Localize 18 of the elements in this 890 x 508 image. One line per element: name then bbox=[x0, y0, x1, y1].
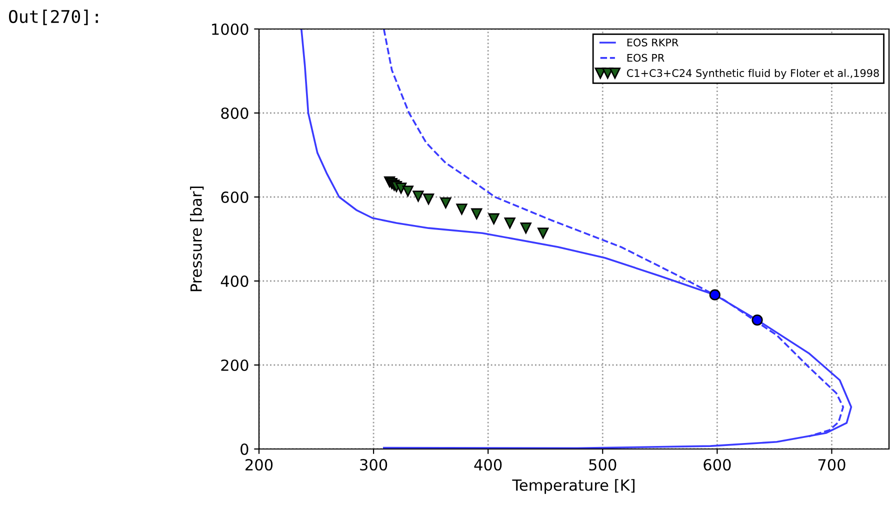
y-tick-label: 800 bbox=[221, 107, 248, 120]
legend-label: EOS RKPR bbox=[627, 38, 678, 46]
y-tick-label: 400 bbox=[220, 275, 248, 288]
x-tick-label: 400 bbox=[474, 458, 502, 471]
y-tick-label: 200 bbox=[221, 359, 248, 372]
text: Out[270]: bbox=[8, 10, 98, 26]
y-axis-title: Pressure [bar] bbox=[190, 186, 204, 292]
y-tick-label: 1000 bbox=[212, 23, 248, 36]
y-tick-label: 0 bbox=[240, 443, 248, 456]
x-tick-label: 600 bbox=[704, 458, 731, 471]
x-tick-label: 200 bbox=[246, 458, 273, 471]
y-tick-label: 600 bbox=[221, 191, 248, 204]
x-tick-label: 700 bbox=[818, 458, 846, 471]
legend-label: EOS PR bbox=[627, 54, 664, 62]
x-axis-title: Temperature [K] bbox=[512, 479, 634, 494]
x-tick-label: 300 bbox=[360, 458, 388, 471]
x-tick-label: 500 bbox=[589, 458, 616, 471]
legend-label: C1+C3+C24 Synthetic fluid by Floter et al.,1998 bbox=[626, 68, 879, 80]
